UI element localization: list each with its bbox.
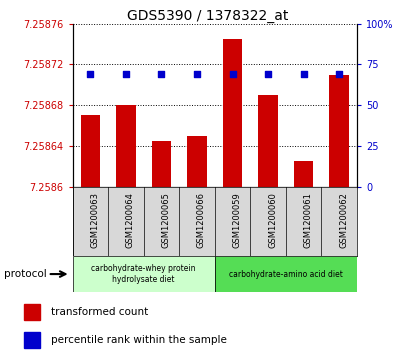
Point — [87, 71, 94, 77]
Text: protocol: protocol — [4, 269, 47, 279]
Bar — [152, 141, 171, 187]
Bar — [223, 39, 242, 187]
Bar — [215, 256, 357, 292]
Point — [336, 71, 342, 77]
Text: carbohydrate-amino acid diet: carbohydrate-amino acid diet — [229, 270, 343, 278]
Bar — [24, 332, 39, 348]
Text: GSM1200066: GSM1200066 — [197, 192, 206, 248]
Bar — [81, 115, 100, 187]
Bar — [116, 105, 136, 187]
Bar — [258, 95, 278, 187]
Text: transformed count: transformed count — [51, 307, 148, 317]
Text: GSM1200059: GSM1200059 — [232, 192, 242, 248]
Text: GSM1200060: GSM1200060 — [268, 192, 277, 248]
Point — [229, 71, 236, 77]
Text: GSM1200062: GSM1200062 — [339, 192, 348, 248]
Bar — [330, 75, 349, 187]
Text: percentile rank within the sample: percentile rank within the sample — [51, 335, 227, 345]
Bar — [187, 136, 207, 187]
Text: carbohydrate-whey protein
hydrolysate diet: carbohydrate-whey protein hydrolysate di… — [91, 264, 196, 284]
Point — [158, 71, 165, 77]
Text: GDS5390 / 1378322_at: GDS5390 / 1378322_at — [127, 9, 288, 23]
Point — [194, 71, 200, 77]
Text: GSM1200064: GSM1200064 — [126, 192, 135, 248]
Text: GSM1200061: GSM1200061 — [304, 192, 312, 248]
Point — [265, 71, 271, 77]
Point — [300, 71, 307, 77]
Point — [122, 71, 129, 77]
Bar — [24, 304, 39, 320]
Text: GSM1200063: GSM1200063 — [90, 192, 99, 248]
Bar — [294, 162, 313, 187]
Text: GSM1200065: GSM1200065 — [161, 192, 171, 248]
Bar — [73, 256, 215, 292]
